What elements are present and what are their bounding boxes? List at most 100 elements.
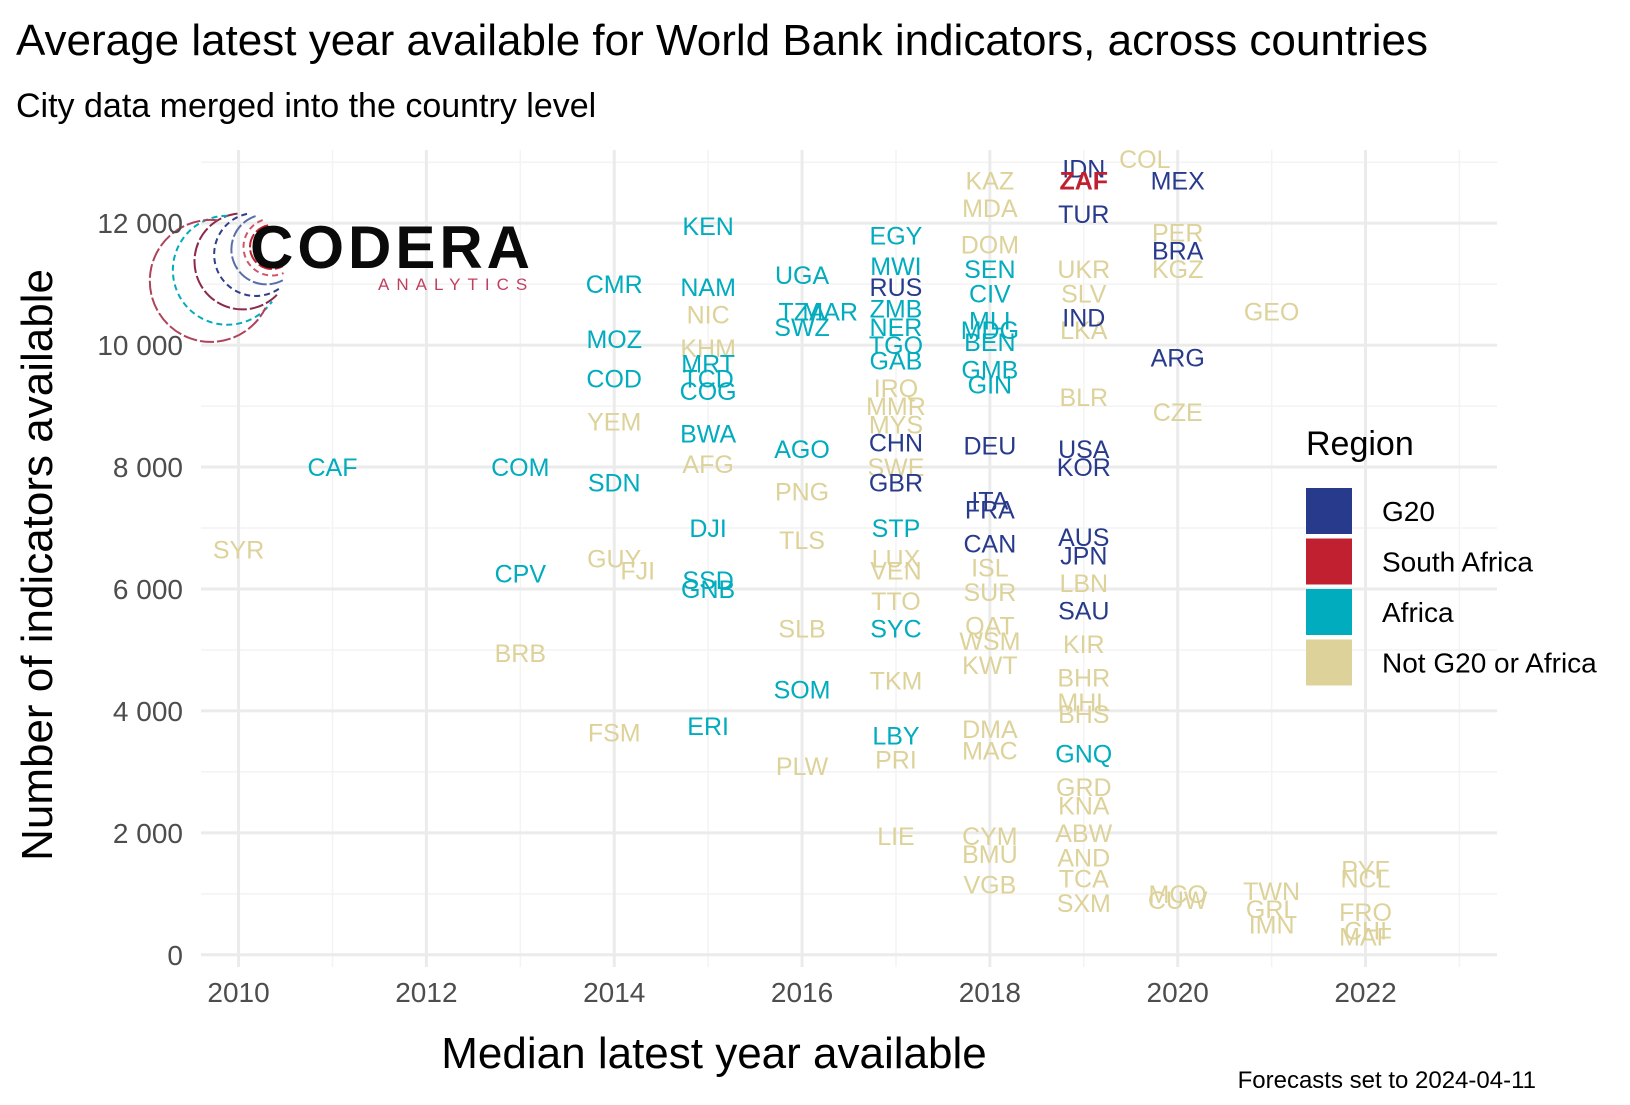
point-label-ita: ITA <box>971 488 1008 516</box>
point-label-tto: TTO <box>871 588 921 616</box>
point-label-mhl: MHL <box>1057 689 1110 717</box>
point-label-col: COL <box>1119 146 1171 174</box>
point-label-kwt: KWT <box>962 652 1018 680</box>
caption: Forecasts set to 2024-04-11 <box>1238 1067 1536 1094</box>
point-label-bhs: BHS <box>1058 701 1109 729</box>
x-tick-label: 2014 <box>583 977 645 1008</box>
point-label-bra: BRA <box>1152 238 1204 266</box>
point-label-ssd: SSD <box>682 567 733 595</box>
point-label-png: PNG <box>775 478 829 506</box>
point-label-syr: SYR <box>213 536 264 564</box>
logo-subtext: ANALYTICS <box>378 275 534 294</box>
point-label-mys: MYS <box>869 411 923 439</box>
point-label-lby: LBY <box>872 722 920 750</box>
point-label-tkm: TKM <box>870 667 923 695</box>
legend-title: Region <box>1306 425 1414 463</box>
point-label-gab: GAB <box>870 347 923 375</box>
point-label-mdg: MDG <box>961 317 1019 345</box>
point-label-cog: COG <box>680 378 737 406</box>
point-label-swe: SWE <box>867 454 924 482</box>
logo-wordmark: CODERA <box>250 214 534 281</box>
legend-label: South Africa <box>1382 547 1533 578</box>
point-label-kor: KOR <box>1057 454 1111 482</box>
logo-arc <box>148 218 267 343</box>
point-label-zmb: ZMB <box>870 296 923 324</box>
logo-arc <box>242 219 284 277</box>
point-label-maf: MAF <box>1339 924 1392 952</box>
point-label-slb: SLB <box>778 616 825 644</box>
point-label-mac: MAC <box>962 738 1018 766</box>
point-label-pri: PRI <box>875 747 917 775</box>
point-label-stp: STP <box>872 515 921 543</box>
point-label-cod: COD <box>586 366 642 394</box>
y-tick-label: 8 000 <box>113 452 183 483</box>
point-label-grl: GRL <box>1246 896 1298 924</box>
y-tick-label: 12 000 <box>97 208 183 239</box>
point-label-gnq: GNQ <box>1055 741 1112 769</box>
legend-swatch <box>1306 488 1352 534</box>
point-label-ner: NER <box>870 314 923 342</box>
point-label-dma: DMA <box>962 716 1018 744</box>
y-tick-label: 10 000 <box>97 330 183 361</box>
point-label-gnb: GNB <box>681 576 735 604</box>
point-label-som: SOM <box>774 677 831 705</box>
legend-label: Africa <box>1382 597 1454 628</box>
point-label-brb: BRB <box>495 640 546 668</box>
point-label-jpn: JPN <box>1060 542 1107 570</box>
point-label-chi: CHI <box>1344 917 1387 945</box>
point-label-sur: SUR <box>963 579 1016 607</box>
point-label-mmr: MMR <box>866 393 926 421</box>
chart-subtitle: City data merged into the country level <box>16 87 596 125</box>
point-label-eri: ERI <box>687 713 729 741</box>
point-label-can: CAN <box>963 530 1016 558</box>
point-label-nam: NAM <box>680 274 736 302</box>
point-label-cze: CZE <box>1153 399 1203 427</box>
point-label-isl: ISL <box>971 555 1009 583</box>
point-label-mco: MCO <box>1149 881 1207 909</box>
codera-logo: CODERA ANALYTICS <box>148 212 534 343</box>
logo-mark-icon <box>148 212 284 343</box>
point-label-aus: AUS <box>1058 524 1109 552</box>
legend-label: Not G20 or Africa <box>1382 648 1597 679</box>
point-label-dji: DJI <box>689 515 727 543</box>
point-label-ukr: UKR <box>1057 256 1110 284</box>
point-label-nic: NIC <box>687 302 730 330</box>
point-label-ven: VEN <box>870 558 921 586</box>
point-label-lbn: LBN <box>1059 570 1108 598</box>
point-label-sdn: SDN <box>588 469 641 497</box>
point-label-slv: SLV <box>1061 280 1107 308</box>
logo-arc <box>230 215 284 286</box>
point-label-cuw: CUW <box>1148 887 1208 915</box>
y-axis-title: Number of indicators available <box>13 269 62 861</box>
point-label-guy: GUY <box>587 546 642 574</box>
point-label-gbr: GBR <box>869 469 923 497</box>
legend-swatch <box>1306 589 1352 635</box>
legend-label: G20 <box>1382 496 1435 527</box>
x-tick-label: 2020 <box>1147 977 1209 1008</box>
point-label-tgo: TGO <box>869 332 923 360</box>
point-label-kna: KNA <box>1058 792 1110 820</box>
point-label-swz: SWZ <box>774 314 830 342</box>
point-label-plw: PLW <box>776 753 829 781</box>
point-label-wsm: WSM <box>959 628 1020 656</box>
point-label-fji: FJI <box>620 558 655 586</box>
point-label-egy: EGY <box>870 222 923 250</box>
point-label-twn: TWN <box>1243 878 1300 906</box>
point-label-lie: LIE <box>877 823 915 851</box>
x-axis-title: Median latest year available <box>441 1029 986 1078</box>
logo-arc <box>193 212 278 311</box>
point-label-dom: DOM <box>961 232 1019 260</box>
point-label-ind: IND <box>1062 305 1105 333</box>
point-label-grd: GRD <box>1056 774 1112 802</box>
point-label-ken: KEN <box>682 213 733 241</box>
point-label-civ: CIV <box>969 280 1011 308</box>
point-label-bhr: BHR <box>1057 664 1110 692</box>
point-label-abw: ABW <box>1055 820 1112 848</box>
point-label-geo: GEO <box>1244 299 1300 327</box>
point-label-qat: QAT <box>965 613 1015 641</box>
y-tick-label: 6 000 <box>113 574 183 605</box>
point-label-imn: IMN <box>1249 911 1295 939</box>
point-label-tcd: TCD <box>682 366 733 394</box>
